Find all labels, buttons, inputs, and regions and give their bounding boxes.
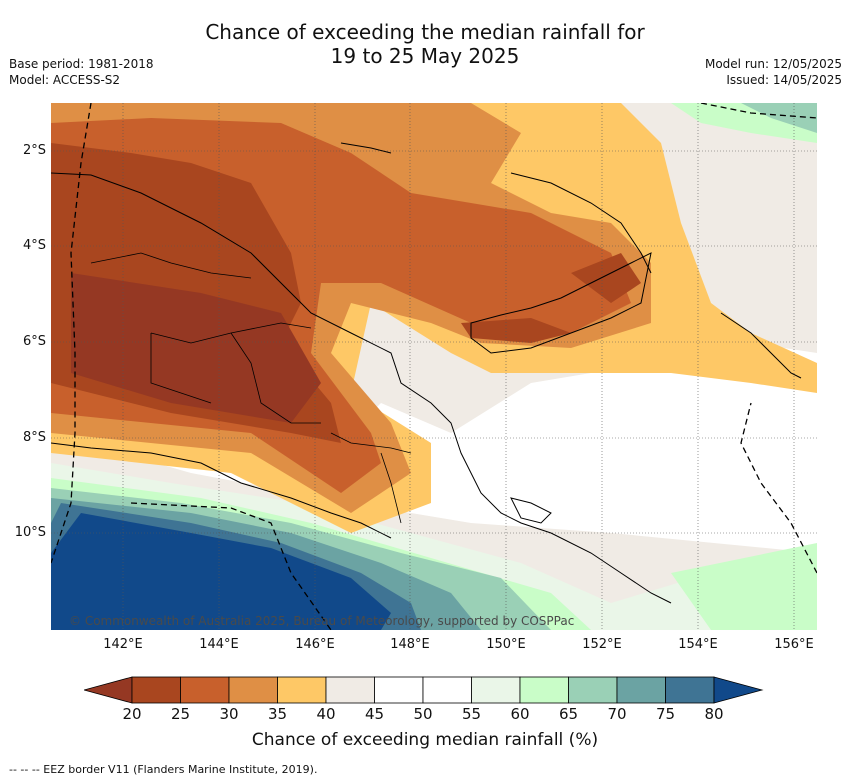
- eez-legend: -- -- -- EEZ border V11 (Flanders Marine…: [9, 763, 318, 776]
- lon-label-154e: 154°E: [678, 637, 718, 652]
- lat-label-10s: 10°S: [14, 525, 46, 540]
- colorbar-tick-65: 65: [558, 705, 579, 723]
- new-ireland: [510, 172, 652, 274]
- manus-island: [340, 142, 392, 154]
- lon-label-144e: 144°E: [199, 637, 239, 652]
- lon-label-142e: 142°E: [103, 637, 143, 652]
- meta-left: Base period: 1981-2018 Model: ACCESS-S2: [9, 56, 154, 88]
- colorbar-segment-3: [277, 676, 327, 704]
- colorbar-segment-7: [471, 676, 521, 704]
- copyright-text: © Commonwealth of Australia 2025, Bureau…: [69, 614, 574, 628]
- colorbar-segment-2: [228, 676, 278, 704]
- zone-60-65-east: [671, 543, 817, 630]
- colorbar-segment-1: [180, 676, 230, 704]
- colorbar-tick-70: 70: [607, 705, 627, 723]
- model-run: Model run: 12/05/2025: [704, 57, 842, 71]
- colorbar-segment-5: [374, 676, 424, 704]
- colorbar-label: Chance of exceeding median rainfall (%): [251, 730, 599, 750]
- colorbar-tick-45: 45: [364, 705, 385, 723]
- coastlines: [51, 142, 802, 604]
- colorbar-tick-30: 30: [219, 705, 239, 723]
- new-britain: [470, 252, 652, 354]
- map-svg: © Commonwealth of Australia 2025, Bureau…: [51, 103, 817, 630]
- province-borders: [90, 252, 412, 524]
- colorbar-tick-55: 55: [461, 705, 482, 723]
- lat-label-4s: 4°S: [22, 238, 46, 253]
- lat-label-2s: 2°S: [22, 143, 46, 158]
- title-line-1: Chance of exceeding the median rainfall …: [205, 20, 645, 44]
- lon-label-146e: 146°E: [295, 637, 335, 652]
- colorbar-tick-35: 35: [267, 705, 288, 723]
- colorbar-segment-4: [325, 676, 375, 704]
- island-chain: [510, 497, 552, 524]
- zone-over-80: [51, 513, 391, 630]
- lat-label-6s: 6°S: [22, 334, 46, 349]
- colorbar-segment-11: [665, 676, 715, 704]
- lon-label-152e: 152°E: [582, 637, 622, 652]
- zone-newbritain-dark: [461, 318, 571, 343]
- zone-ne-teal: [741, 103, 817, 133]
- colorbar-tick-75: 75: [655, 705, 676, 723]
- gridlines: [51, 103, 817, 630]
- colorbar-segment-10: [616, 676, 666, 704]
- colorbar-tick-50: 50: [413, 705, 433, 723]
- colorbar-tick-60: 60: [510, 705, 530, 723]
- colorbar-segment-9: [568, 676, 618, 704]
- issued-date: Issued: 14/05/2025: [726, 73, 842, 87]
- colorbar-under-arrow: [82, 676, 133, 704]
- rainfall-map: © Commonwealth of Australia 2025, Bureau…: [51, 103, 817, 630]
- base-period: Base period: 1981-2018: [9, 57, 154, 71]
- colorbar: [82, 674, 768, 706]
- zone-under-20: [71, 273, 321, 423]
- meta-right: Model run: 12/05/2025 Issued: 14/05/2025: [705, 56, 842, 88]
- lon-label-148e: 148°E: [390, 637, 430, 652]
- png-north-coast: [51, 172, 672, 604]
- colorbar-segment-6: [422, 676, 472, 704]
- eez-borders: [51, 103, 817, 630]
- colorbar-over-arrow: [713, 676, 764, 704]
- zone-white: [51, 343, 817, 553]
- lon-label-150e: 150°E: [486, 637, 526, 652]
- colorbar-tick-40: 40: [316, 705, 336, 723]
- png-south-coast: [51, 442, 392, 539]
- colorbar-tick-25: 25: [170, 705, 191, 723]
- colorbar-tick-80: 80: [704, 705, 724, 723]
- colorbar-svg: [82, 676, 764, 704]
- colorbar-tick-20: 20: [122, 705, 142, 723]
- zone-png-east-dark: [571, 253, 641, 303]
- lon-label-156e: 156°E: [774, 637, 814, 652]
- colorbar-segment-0: [131, 676, 181, 704]
- bougainville: [720, 312, 802, 379]
- colorbar-segment-8: [519, 676, 569, 704]
- chart-title: Chance of exceeding the median rainfall …: [0, 20, 850, 68]
- lat-label-8s: 8°S: [22, 430, 46, 445]
- model-name: Model: ACCESS-S2: [9, 73, 121, 87]
- title-line-2: 19 to 25 May 2025: [330, 44, 520, 68]
